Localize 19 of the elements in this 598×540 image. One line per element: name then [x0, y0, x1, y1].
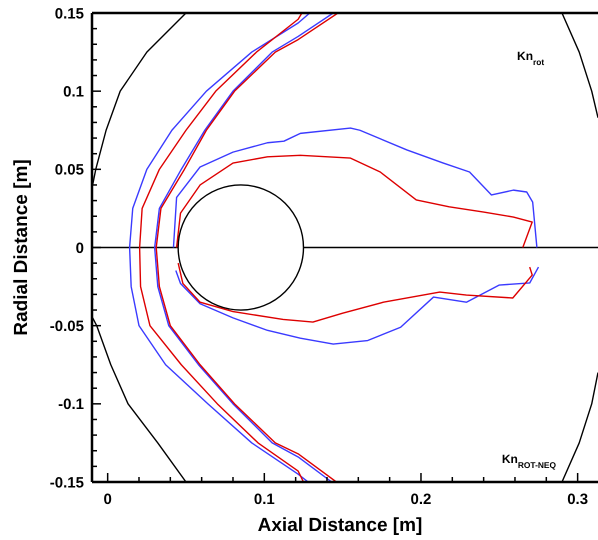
y-tick-label: -0.15	[50, 474, 84, 492]
x-tick-label: 0.1	[254, 491, 275, 508]
annotation: Kn$_{rot}$	[517, 48, 544, 67]
y-tick-label: 0.05	[54, 162, 84, 179]
line-series	[176, 154, 533, 248]
line-series	[177, 262, 533, 323]
y-tick-label: 0.1	[63, 83, 84, 100]
y-axis-title: Radial Distance [m]	[11, 159, 32, 336]
x-tick-label: 0.3	[567, 491, 588, 508]
y-tick-label: 0.15	[54, 5, 84, 22]
y-tick-label: 0	[76, 240, 84, 257]
line-series	[175, 266, 540, 345]
y-tick-label: -0.05	[50, 318, 84, 335]
annotation: Kn$_{ROT-NEQ}$	[502, 452, 556, 470]
x-tick-label: 0.2	[410, 491, 432, 508]
x-tick-label: 0	[103, 491, 112, 508]
line-series	[172, 127, 538, 248]
x-axis-title: Axial Distance [m]	[258, 515, 422, 536]
y-tick-label: -0.1	[58, 396, 84, 414]
